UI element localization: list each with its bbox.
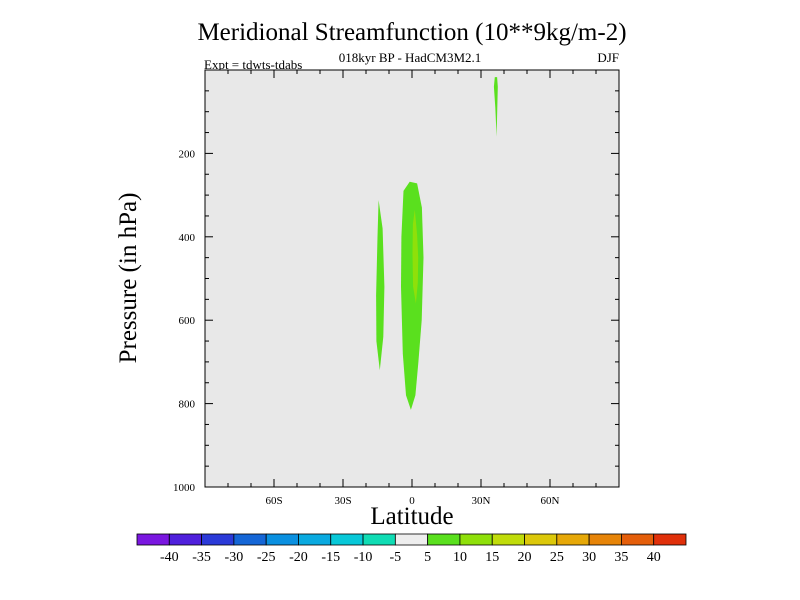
colorbar-label: -20 (289, 550, 308, 565)
colorbar-swatch (653, 533, 687, 546)
x-tick-label: 30N (472, 495, 491, 507)
colorbar: -40 -35 -30 -25 -20 -15 -10 -5 5 10 15 20 25 30 35 40 (136, 533, 687, 565)
x-tick-label: 0 (409, 495, 415, 507)
colorbar-swatch (298, 533, 332, 546)
colorbar-label: -40 (160, 550, 179, 565)
colorbar-swatch (459, 533, 493, 546)
experiment-label: Expt = tdwts-tdabs (204, 57, 302, 72)
colorbar-label: 5 (424, 550, 431, 565)
colorbar-swatch (427, 533, 461, 546)
y-axis-title: Pressure (in hPa) (115, 193, 142, 364)
axis-ticks: 60S 30S 0 30N 60N 200 400 600 800 1000 (173, 70, 619, 507)
colorbar-swatch (394, 533, 429, 546)
colorbar-label: -10 (354, 550, 373, 565)
colorbar-label: -25 (257, 550, 276, 565)
colorbar-swatch (621, 533, 655, 546)
colorbar-label: 30 (582, 550, 596, 565)
x-tick-label: 30S (334, 495, 351, 507)
colorbar-swatch (265, 533, 299, 546)
y-tick-label: 200 (179, 148, 196, 160)
contour-region-south-lobe-5-10 (376, 200, 385, 371)
x-tick-label: 60S (265, 495, 282, 507)
colorbar-swatch (362, 533, 396, 546)
colorbar-swatch (524, 533, 558, 546)
contour-region-upper-north-5-10 (493, 77, 498, 137)
colorbar-label: -30 (225, 550, 244, 565)
colorbar-swatch (330, 533, 364, 546)
y-tick-label: 600 (179, 315, 196, 327)
contour-region-equatorial-cell-5-10 (401, 181, 424, 410)
contour-region-equatorial-core-10-15 (412, 209, 419, 304)
chart-title: Meridional Streamfunction (10**9kg/m-2) (197, 19, 626, 46)
colorbar-swatch (168, 533, 202, 546)
y-tick-label: 1000 (173, 482, 196, 494)
colorbar-label: -5 (390, 550, 402, 565)
colorbar-swatch (201, 533, 235, 546)
colorbar-label: -35 (192, 550, 211, 565)
colorbar-swatch (556, 533, 590, 546)
x-axis-title: Latitude (370, 503, 453, 530)
x-tick-label: 60N (541, 495, 560, 507)
season-label: DJF (597, 50, 619, 65)
colorbar-swatch (491, 533, 525, 546)
colorbar-label: 20 (518, 550, 532, 565)
contour-regions (376, 77, 498, 410)
colorbar-label: 35 (614, 550, 628, 565)
colorbar-label: -15 (321, 550, 340, 565)
colorbar-swatch (136, 533, 170, 546)
colorbar-label: 25 (550, 550, 564, 565)
colorbar-label: 15 (485, 550, 499, 565)
colorbar-label: 10 (453, 550, 467, 565)
y-tick-label: 400 (179, 232, 196, 244)
colorbar-label: 40 (647, 550, 661, 565)
colorbar-swatch (588, 533, 622, 546)
colorbar-swatch (233, 533, 267, 546)
y-tick-label: 800 (179, 399, 196, 411)
chart-subtitle: 018kyr BP - HadCM3M2.1 (339, 50, 482, 65)
